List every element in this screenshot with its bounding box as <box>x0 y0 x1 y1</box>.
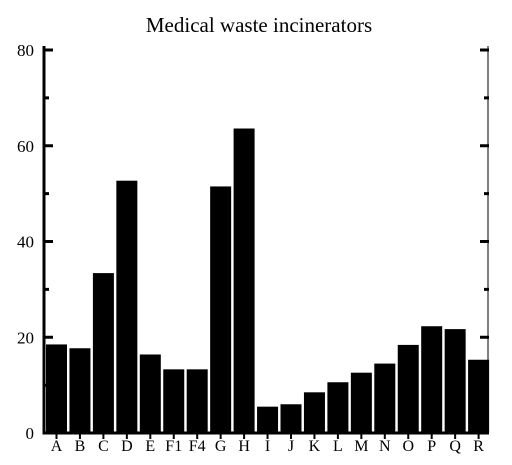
bar-D <box>116 180 138 433</box>
category-labels-group: A B C D E F1 F4 G H I J K L M N O P Q R <box>51 433 484 455</box>
x-tick-label-D: D <box>121 438 133 455</box>
bar-K <box>303 392 325 433</box>
bar-F1 <box>163 369 185 433</box>
y-tick-label-0: 0 <box>26 424 35 443</box>
x-tick-label-B: B <box>75 438 86 455</box>
x-tick-label-R: R <box>473 438 484 455</box>
x-tick-label-J: J <box>288 438 294 455</box>
bar-M <box>350 372 372 433</box>
x-tick-label-Q: Q <box>449 438 461 455</box>
bar-A <box>46 344 67 433</box>
bar-B <box>69 348 91 433</box>
x-tick-label-M: M <box>354 438 368 455</box>
y-tick-label-40: 40 <box>17 233 34 252</box>
x-tick-label-C: C <box>98 438 109 455</box>
bar-O <box>397 344 419 433</box>
y-tick-label-60: 60 <box>17 137 34 156</box>
chart-title: Medical waste incinerators <box>146 13 372 37</box>
bar-H <box>233 128 255 433</box>
bar-J <box>280 404 302 433</box>
x-tick-label-L: L <box>333 438 343 455</box>
x-tick-label-E: E <box>145 438 155 455</box>
bar-C <box>92 273 114 433</box>
bar-N <box>374 363 396 433</box>
bar-L <box>327 382 349 433</box>
axes-group <box>42 46 489 435</box>
x-tick-label-K: K <box>309 438 321 455</box>
ticks-group: 0 20 40 60 80 <box>17 41 489 443</box>
y-tick-label-20: 20 <box>17 328 34 347</box>
bars-group <box>46 128 490 433</box>
bar-I <box>257 406 279 433</box>
x-tick-label-H: H <box>238 438 250 455</box>
x-tick-label-F1: F1 <box>165 438 182 455</box>
bar-R <box>468 359 490 433</box>
bar-P <box>421 326 443 433</box>
bar-F4 <box>186 369 208 433</box>
x-tick-label-N: N <box>379 438 391 455</box>
x-tick-label-P: P <box>427 438 436 455</box>
x-tick-label-A: A <box>51 438 63 455</box>
x-tick-label-O: O <box>402 438 414 455</box>
x-tick-label-G: G <box>215 438 227 455</box>
x-tick-label-F4: F4 <box>189 438 206 455</box>
bar-Q <box>444 329 466 433</box>
bar-E <box>139 354 161 433</box>
x-tick-label-I: I <box>265 438 270 455</box>
bar-G <box>210 186 232 433</box>
y-tick-label-80: 80 <box>17 41 34 60</box>
